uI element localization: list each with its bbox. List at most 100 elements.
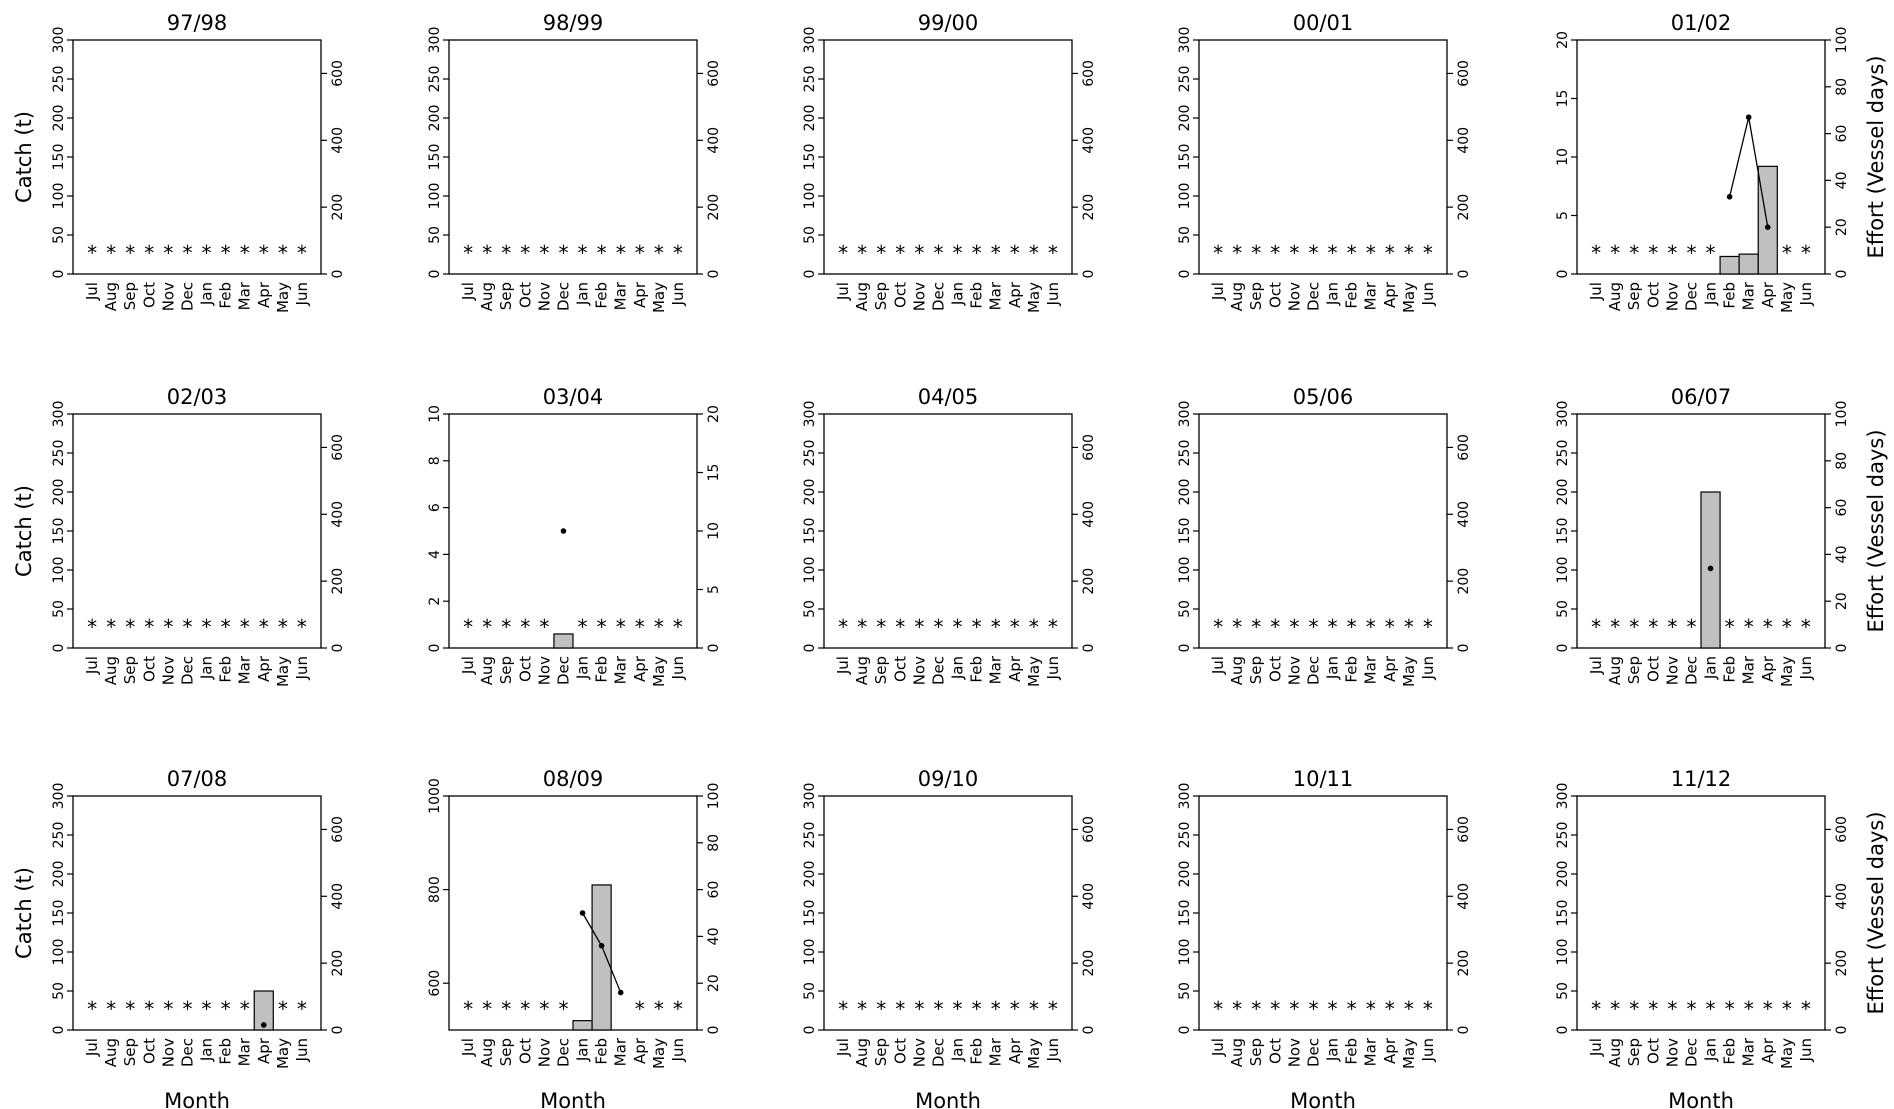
x-tick-label: Apr [1006, 1037, 1024, 1064]
y2-tick-label: 600 [1081, 816, 1097, 843]
no-data-marker: * [1308, 241, 1318, 265]
x-tick-label: Sep [497, 656, 515, 684]
plot-frame [1198, 413, 1448, 649]
no-data-marker: * [1744, 615, 1754, 639]
no-data-marker: * [673, 241, 683, 265]
no-data-marker: * [1010, 997, 1020, 1021]
no-data-marker: * [1289, 997, 1299, 1021]
no-data-marker: * [1347, 615, 1357, 639]
x-tick-label: Jul [1209, 656, 1227, 675]
x-tick-label: Jun [1797, 282, 1815, 306]
y-tick-label: 0 [802, 270, 818, 279]
catch-bar-feb [1719, 255, 1740, 275]
no-data-marker: * [857, 241, 867, 265]
x-tick-label: Jul [459, 1038, 477, 1057]
x-tick-label: Feb [968, 656, 986, 683]
x-tick-label: Mar [1740, 281, 1758, 310]
no-data-marker: * [838, 615, 848, 639]
x-tick-label: Dec [1682, 656, 1700, 685]
no-data-marker: * [972, 241, 982, 265]
no-data-marker: * [1667, 615, 1677, 639]
no-data-marker: * [1213, 241, 1223, 265]
x-tick-label: Feb [1721, 656, 1739, 683]
no-data-marker: * [876, 997, 886, 1021]
no-data-marker: * [182, 615, 192, 639]
y2-tick-label: 0 [1834, 1026, 1850, 1035]
no-data-marker: * [1366, 615, 1376, 639]
x-tick-label: Jul [1587, 1038, 1605, 1057]
no-data-marker: * [1801, 241, 1811, 265]
no-data-marker: * [202, 241, 212, 265]
no-data-marker: * [1251, 997, 1261, 1021]
x-tick-label: Jun [293, 1038, 311, 1062]
x-tick-label: Apr [255, 281, 273, 308]
panel-title: 99/00 [918, 11, 979, 35]
x-tick-label: Mar [1362, 1037, 1380, 1066]
y-tick-label: 150 [802, 518, 818, 545]
x-tick-label: Mar [987, 1037, 1005, 1066]
no-data-marker: * [539, 241, 549, 265]
y2-tick-label: 200 [1834, 950, 1850, 977]
no-data-marker: * [182, 997, 192, 1021]
y-tick-label: 200 [802, 861, 818, 888]
no-data-marker: * [1591, 615, 1601, 639]
no-data-marker: * [1591, 997, 1601, 1021]
no-data-marker: * [240, 241, 250, 265]
y-tick-label: 300 [1177, 401, 1193, 428]
x-tick-label: Oct [140, 1038, 158, 1064]
x-tick-label: Jul [834, 282, 852, 301]
no-data-marker: * [1706, 241, 1716, 265]
y-tick-label: 50 [802, 600, 818, 618]
x-tick-label: Dec [1682, 1038, 1700, 1067]
panel-97-98: 97/98 0 50 100 150 200 250 300 0 200 400 600 * * * * * * *… [12, 11, 346, 313]
x-tick-label: Apr [1759, 281, 1777, 308]
y2-tick-label: 400 [1456, 127, 1472, 154]
x-tick-label: Jul [1587, 656, 1605, 675]
y-tick-label: 300 [802, 783, 818, 810]
x-tick-label: May [274, 656, 292, 687]
y-tick-label: 200 [802, 105, 818, 132]
y-tick-label: 15 [1555, 90, 1571, 108]
x-tick-label: Feb [217, 282, 235, 309]
y-tick-label: 250 [51, 66, 67, 93]
x-tick-label: Nov [535, 1038, 553, 1067]
x-tick-label: Dec [554, 656, 572, 685]
no-data-marker: * [1686, 615, 1696, 639]
no-data-marker: * [202, 615, 212, 639]
x-tick-label: Dec [554, 282, 572, 311]
x-tick-label: Nov [159, 656, 177, 685]
y-tick-label: 150 [1555, 518, 1571, 545]
no-data-marker: * [1706, 997, 1716, 1021]
y-tick-label: 200 [1555, 479, 1571, 506]
no-data-marker: * [278, 615, 288, 639]
no-data-marker: * [240, 997, 250, 1021]
x-tick-label: Jan [198, 656, 216, 680]
x-tick-label: Nov [1285, 282, 1303, 311]
no-data-marker: * [106, 615, 116, 639]
no-data-marker: * [1048, 997, 1058, 1021]
y2-tick-label: 400 [1456, 883, 1472, 910]
no-data-marker: * [1232, 615, 1242, 639]
x-tick-label: Jul [459, 282, 477, 301]
y-tick-label: 0 [1555, 270, 1571, 279]
x-axis-title: Month [1668, 1089, 1734, 1109]
y-tick-label: 200 [51, 861, 67, 888]
no-data-marker: * [221, 241, 231, 265]
y-tick-label: 300 [51, 27, 67, 54]
y-tick-label: 8 [427, 456, 443, 465]
x-tick-label: Oct [1644, 656, 1662, 682]
no-data-marker: * [991, 615, 1001, 639]
no-data-marker: * [539, 615, 549, 639]
y2-tick-label: 400 [1456, 501, 1472, 528]
y2-tick-label: 0 [1456, 270, 1472, 279]
x-tick-label: Dec [929, 656, 947, 685]
x-tick-label: Apr [631, 655, 649, 682]
no-data-marker: * [578, 241, 588, 265]
x-tick-label: Aug [853, 656, 871, 685]
no-data-marker: * [1648, 241, 1658, 265]
x-tick-label: Apr [1759, 655, 1777, 682]
y2-tick-label: 0 [706, 644, 722, 653]
x-tick-label: Oct [516, 282, 534, 308]
